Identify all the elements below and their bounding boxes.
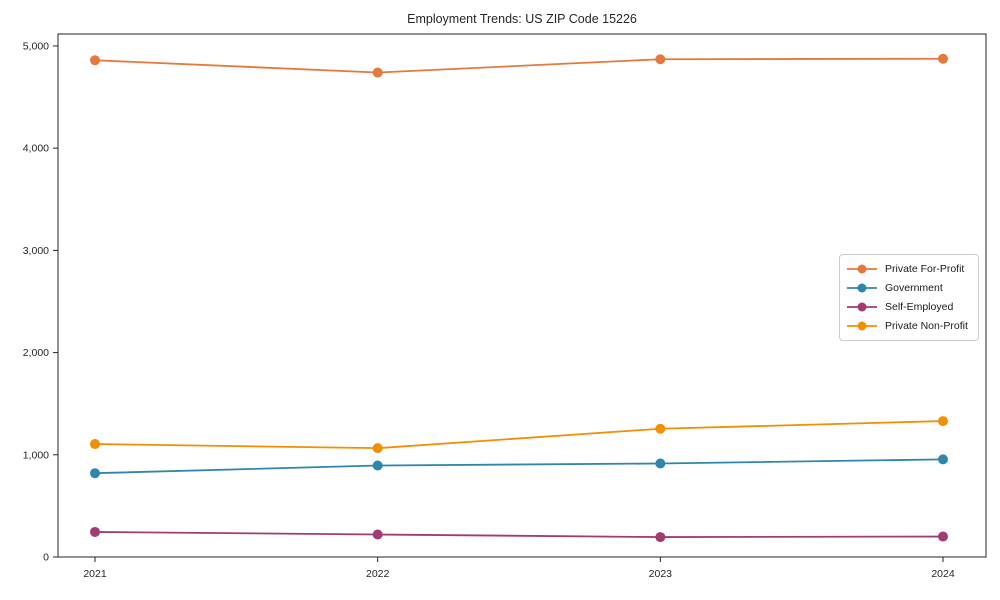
data-point-private-non-profit bbox=[90, 439, 100, 450]
data-point-self-employed bbox=[655, 532, 666, 543]
legend-item: Private For-Profit bbox=[847, 263, 971, 275]
legend-item: Private Non-Profit bbox=[847, 320, 971, 332]
data-point-private-for-profit bbox=[372, 67, 383, 78]
y-axis-tick-label: 0 bbox=[43, 552, 49, 564]
y-axis-tick-label: 5,000 bbox=[23, 40, 49, 52]
data-point-private-for-profit bbox=[938, 53, 948, 64]
series-line-self-employed bbox=[94, 531, 944, 538]
y-axis-tick-label: 1,000 bbox=[23, 449, 49, 461]
data-point-private-non-profit bbox=[938, 416, 948, 427]
legend-marker-icon bbox=[847, 264, 877, 274]
legend-marker-icon bbox=[847, 321, 877, 331]
legend-item: Self-Employed bbox=[847, 301, 971, 313]
series-line-private-for-profit bbox=[94, 57, 944, 74]
data-point-self-employed bbox=[372, 529, 383, 540]
data-point-government bbox=[372, 460, 383, 471]
y-axis-tick-label: 4,000 bbox=[23, 143, 49, 155]
data-point-private-non-profit bbox=[655, 423, 666, 434]
legend-label: Government bbox=[885, 281, 943, 294]
plot-frame bbox=[57, 33, 987, 558]
legend-item: Government bbox=[847, 282, 971, 294]
data-point-private-for-profit bbox=[90, 55, 100, 66]
y-axis-tick-label: 3,000 bbox=[23, 245, 49, 257]
data-point-government bbox=[938, 454, 948, 465]
y-axis-tick-label: 2,000 bbox=[23, 347, 49, 359]
legend-label: Private Non-Profit bbox=[885, 320, 968, 333]
x-axis-tick-label: 2024 bbox=[931, 568, 955, 580]
data-point-government bbox=[90, 468, 100, 479]
data-point-private-non-profit bbox=[372, 443, 383, 454]
data-point-private-for-profit bbox=[655, 54, 666, 65]
legend-marker-icon bbox=[847, 302, 877, 312]
series-line-private-non-profit bbox=[94, 420, 944, 450]
data-point-self-employed bbox=[90, 526, 100, 537]
chart-title: Employment Trends: US ZIP Code 15226 bbox=[407, 12, 637, 26]
legend-label: Private For-Profit bbox=[885, 262, 965, 275]
x-axis-tick-label: 2023 bbox=[649, 568, 673, 580]
legend-label: Self-Employed bbox=[885, 301, 954, 314]
chart-legend: Private For-Profit Government Self-Employe… bbox=[839, 254, 979, 341]
x-axis-tick-label: 2022 bbox=[366, 568, 390, 580]
legend-dot bbox=[857, 321, 867, 331]
legend-dot bbox=[857, 283, 867, 293]
legend-marker-icon bbox=[847, 283, 877, 293]
series-line-government bbox=[94, 458, 944, 475]
legend-dot bbox=[857, 264, 867, 274]
data-point-self-employed bbox=[938, 531, 948, 542]
legend-dot bbox=[857, 302, 867, 312]
x-axis-tick-label: 2021 bbox=[83, 568, 107, 580]
data-point-government bbox=[655, 458, 666, 469]
